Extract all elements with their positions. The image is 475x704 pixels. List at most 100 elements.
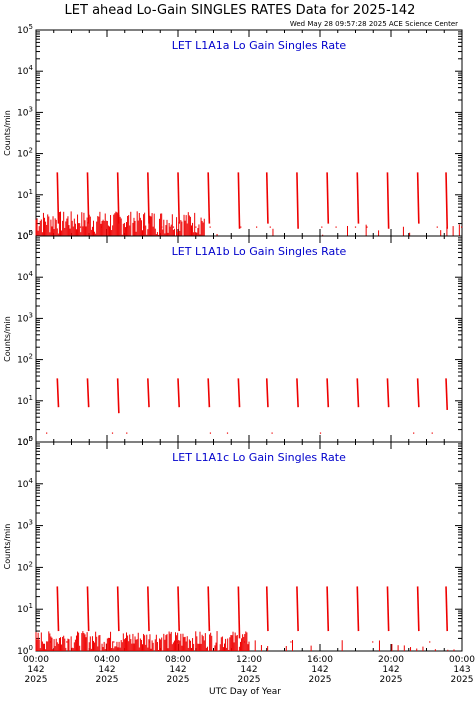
data-spike <box>207 378 211 408</box>
x-tick-label-year: 2025 <box>309 675 332 685</box>
data-spike <box>326 172 330 224</box>
y-tick-label: 105 <box>17 229 33 242</box>
y-axis-label: Counts/min <box>3 524 12 570</box>
data-point <box>335 226 337 228</box>
data-point <box>209 432 212 434</box>
timestamp: Wed May 28 09:57:28 2025 ACE Science Cen… <box>290 20 458 28</box>
data-spike <box>356 586 360 632</box>
data-spike <box>116 172 120 224</box>
x-tick-label-year: 2025 <box>380 675 403 685</box>
data-point <box>49 641 51 643</box>
data-spike <box>265 172 269 224</box>
x-tick-label-year: 2025 <box>25 675 48 685</box>
x-tick-label-year: 2025 <box>451 675 474 685</box>
data-spike <box>177 378 180 408</box>
data-point <box>189 641 191 643</box>
data-spike <box>147 172 150 224</box>
y-tick-label: 102 <box>17 353 33 366</box>
panel-frame <box>35 441 463 652</box>
data-spike <box>86 378 90 408</box>
data-point <box>271 432 273 434</box>
data-spike <box>386 172 390 229</box>
x-tick-label-doy: 142 <box>382 665 399 675</box>
y-tick-label: 100 <box>17 644 33 657</box>
data-point <box>126 432 128 434</box>
data-point <box>172 226 175 228</box>
panel-2: 100 101 102 103 104 105 LET L1A1b Lo Gain Sing… <box>3 229 463 448</box>
y-tick-label: 101 <box>17 394 33 407</box>
data-point <box>413 432 415 434</box>
data-spike <box>416 172 420 224</box>
data-spike <box>356 378 360 408</box>
data-spike <box>416 586 420 632</box>
x-tick-label-year: 2025 <box>238 675 261 685</box>
data-point <box>113 641 115 643</box>
data-point <box>436 226 438 228</box>
data-spike <box>56 378 60 408</box>
data-point <box>161 226 163 228</box>
y-axis-label: Counts/min <box>3 316 12 362</box>
data-point <box>126 226 128 228</box>
x-tick-label-time: 16:00 <box>307 655 333 665</box>
data-point <box>226 432 229 434</box>
x-tick-label-time: 20:00 <box>378 655 404 665</box>
data-spike <box>237 586 241 639</box>
data-spike <box>445 172 449 229</box>
data-point <box>46 432 48 434</box>
data-spike <box>445 378 449 410</box>
chart-title: LET ahead Lo-Gain SINGLES RATES Data for… <box>65 3 416 18</box>
y-tick-label: 104 <box>17 270 33 283</box>
data-spike <box>86 172 90 224</box>
y-tick-label: 104 <box>17 64 33 77</box>
x-tick-labels: 00:00142202504:00142202508:00142202512:0… <box>23 655 475 685</box>
data-spike <box>265 586 269 632</box>
data-point <box>354 226 357 228</box>
data-spike <box>386 378 390 408</box>
data-spike <box>116 586 120 632</box>
data-point <box>321 226 323 228</box>
data-point <box>68 226 70 228</box>
data-point <box>195 226 197 228</box>
x-tick-label-doy: 142 <box>240 665 257 675</box>
y-tick-label: 105 <box>17 435 33 448</box>
x-axis-label: UTC Day of Year <box>209 687 281 697</box>
data-spike <box>237 172 241 229</box>
data-spike <box>147 586 150 632</box>
data-point <box>431 432 433 434</box>
x-tick-label-time: 08:00 <box>165 655 191 665</box>
x-tick-label-year: 2025 <box>96 675 119 685</box>
y-tick-label: 105 <box>17 23 33 36</box>
data-point <box>243 641 245 643</box>
y-tick-label: 104 <box>17 477 33 490</box>
x-tick-label-time: 04:00 <box>94 655 120 665</box>
data-point <box>240 226 242 228</box>
x-tick-label-year: 2025 <box>167 675 190 685</box>
x-tick-label-time: 12:00 <box>236 655 262 665</box>
panel-frame <box>35 235 463 443</box>
data-spike <box>116 378 120 414</box>
data-spike <box>177 172 180 224</box>
data-point <box>100 226 102 228</box>
data-point <box>66 641 68 643</box>
data-spike <box>326 586 330 632</box>
data-point <box>142 226 145 228</box>
data-spike <box>237 378 241 408</box>
data-point <box>209 226 211 228</box>
x-tick-label-doy: 142 <box>311 665 328 675</box>
data-spike <box>296 172 299 229</box>
data-point <box>290 641 292 643</box>
x-tick-label-doy: 142 <box>98 665 115 675</box>
y-tick-label: 103 <box>17 519 33 532</box>
data-spike <box>177 586 180 632</box>
data-spike <box>265 378 269 408</box>
y-tick-label: 101 <box>17 188 33 201</box>
data-spike <box>207 586 211 632</box>
y-tick-label: 100 <box>17 229 33 242</box>
y-tick-label: 103 <box>17 105 33 118</box>
data-spike <box>296 378 299 408</box>
x-tick-label-doy: 143 <box>453 665 470 675</box>
data-point <box>148 641 151 643</box>
data-point <box>429 641 431 643</box>
